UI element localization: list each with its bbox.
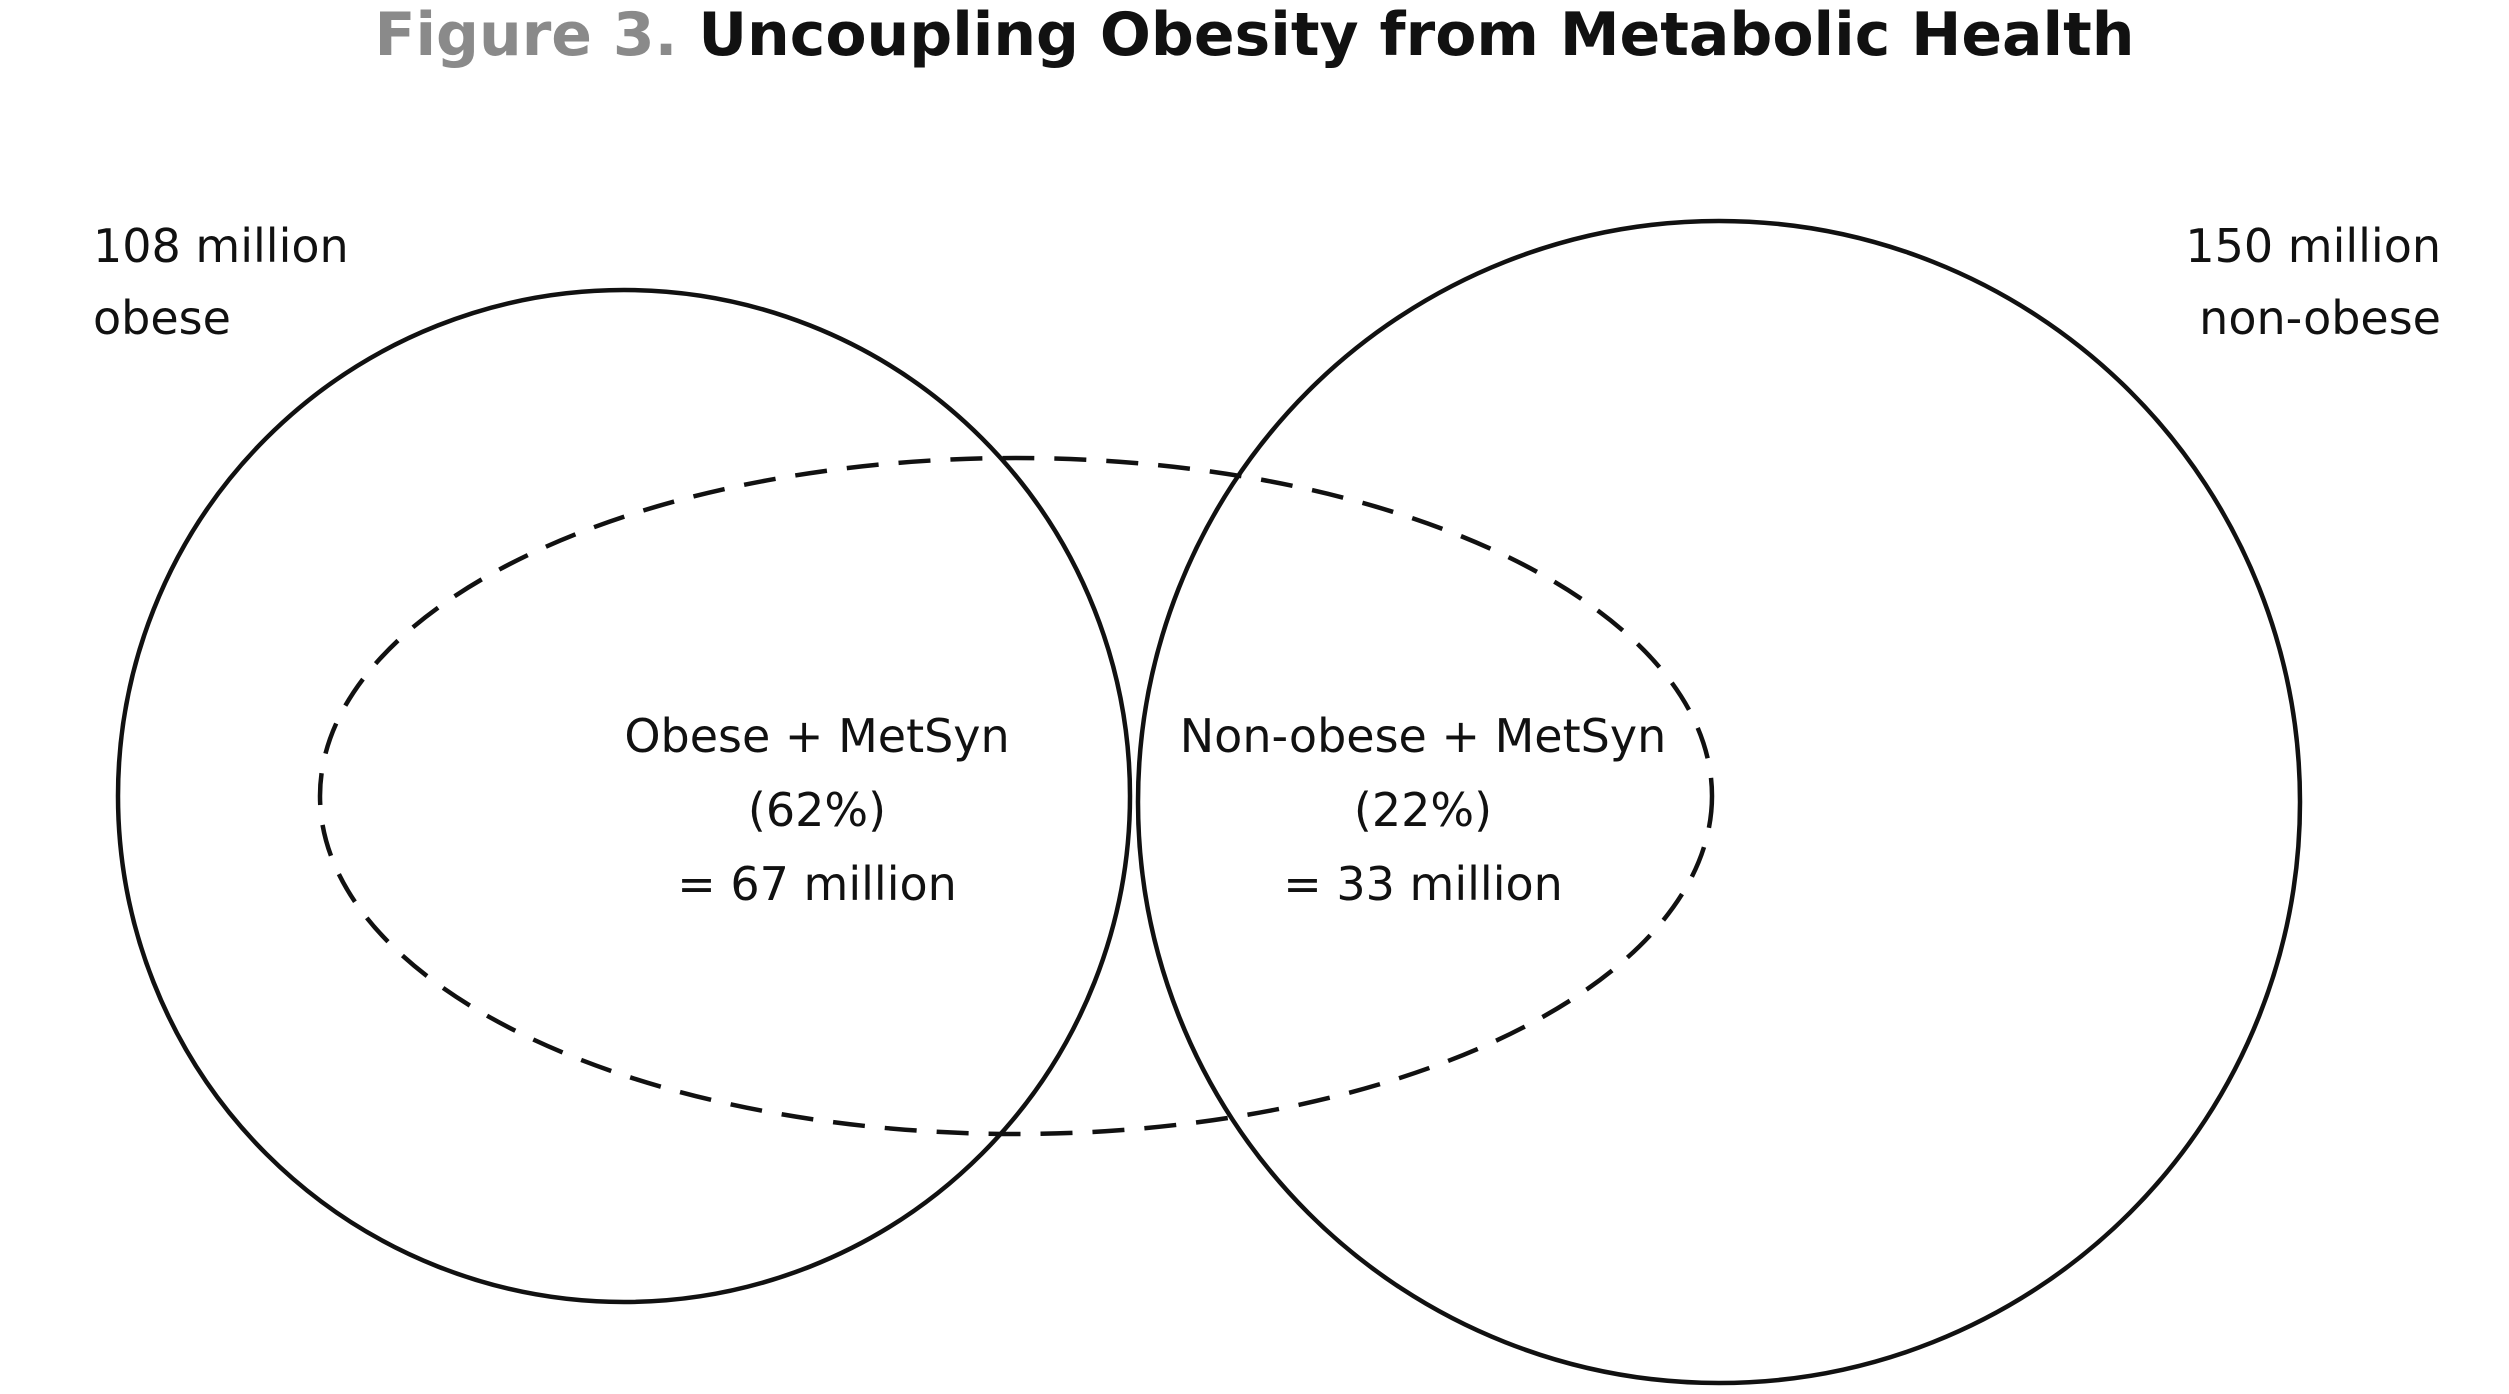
figure-title-text: Uncoupling Obesity from Metabolic Health xyxy=(698,0,2135,70)
region-label: Obese + MetSyn xyxy=(624,709,1010,763)
region-percent: (62%) xyxy=(747,783,887,837)
region-count: = 33 million xyxy=(1283,857,1563,911)
obese-circle xyxy=(115,287,1133,1305)
non-obese-circle xyxy=(1135,218,2303,1386)
region-percent: (22%) xyxy=(1353,783,1493,837)
non-obese-set-label: 150 million non-obese xyxy=(2185,210,2441,354)
non-obese-name: non-obese xyxy=(2199,291,2441,345)
non-obese-count: 150 million xyxy=(2185,219,2441,273)
non-obese-metsyn-region-label: Non-obese + MetSyn (22%) = 33 million xyxy=(1123,699,1723,921)
obese-metsyn-region-label: Obese + MetSyn (62%) = 67 million xyxy=(517,699,1117,921)
obese-set-label: 108 million obese xyxy=(93,210,349,354)
region-label: Non-obese + MetSyn xyxy=(1179,709,1667,763)
metsyn-ellipse xyxy=(317,455,1715,1137)
figure-title: Figure 3. Uncoupling Obesity from Metabo… xyxy=(0,0,2509,70)
obese-name: obese xyxy=(93,291,231,345)
obese-count: 108 million xyxy=(93,219,349,273)
figure-number: Figure 3. xyxy=(374,0,678,70)
region-count: = 67 million xyxy=(677,857,957,911)
